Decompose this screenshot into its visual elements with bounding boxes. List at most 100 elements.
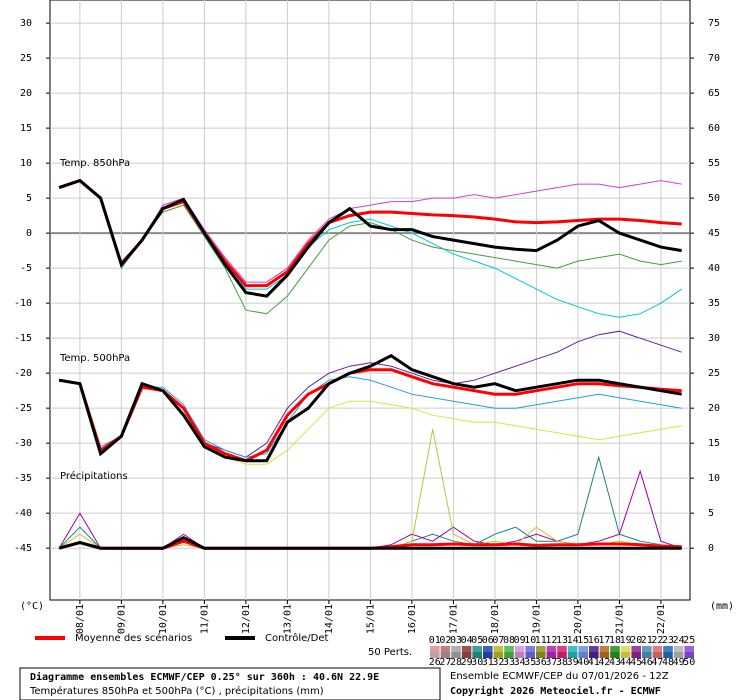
- pert-label: 14: [567, 635, 579, 646]
- panel-label: Précipitations: [60, 470, 128, 482]
- pert-swatch: [536, 652, 546, 658]
- footer-title: Diagramme ensembles ECMWF/CEP 0.25° sur …: [30, 671, 379, 683]
- y-tick-label: -30: [14, 438, 32, 449]
- pert-label: 37: [545, 657, 557, 668]
- pert-swatch: [610, 652, 620, 658]
- pert-label: 30: [471, 657, 483, 668]
- pert-label: 36: [535, 657, 547, 668]
- pert-label: 20: [630, 635, 642, 646]
- y2-tick-label: 50: [708, 193, 720, 204]
- y-tick-label: -20: [14, 368, 32, 379]
- footer-subtitle: Températures 850hPa et 500hPa (°C) , pré…: [29, 685, 324, 697]
- pert-swatch: [663, 646, 673, 652]
- pert-swatch: [461, 646, 472, 652]
- member-line: [58, 180, 682, 283]
- pert-swatch: [546, 652, 557, 658]
- x-tick-label: 17/01: [448, 604, 459, 634]
- pert-swatch: [557, 652, 567, 658]
- footer-box: [19, 667, 441, 700]
- y2-tick-label: 60: [708, 123, 720, 134]
- member-line: [58, 180, 682, 315]
- y2-tick-label: 65: [708, 88, 720, 99]
- pert-swatch: [652, 646, 663, 652]
- x-tick-label: 13/01: [282, 604, 293, 634]
- y2-axis-label: (mm): [710, 601, 734, 612]
- control-line: [58, 536, 682, 550]
- x-tick-label: 08/01: [75, 604, 86, 634]
- pert-swatch: [673, 652, 684, 658]
- pert-swatch: [620, 646, 631, 652]
- pert-label: 39: [567, 657, 579, 668]
- pert-swatch: [599, 652, 610, 658]
- pert-swatch: [430, 646, 440, 652]
- pert-swatch: [673, 646, 684, 652]
- pert-swatch: [504, 646, 514, 652]
- pert-label: 10: [524, 635, 536, 646]
- footer-run: Ensemble ECMWF/CEP du 07/01/2026 - 12Z: [450, 671, 669, 682]
- pert-swatch: [652, 652, 663, 658]
- control-line: [58, 353, 682, 463]
- y2-tick-label: 30: [708, 333, 720, 344]
- pert-label: 45: [630, 657, 642, 668]
- pert-swatch: [461, 652, 472, 658]
- pert-label: 22: [651, 635, 663, 646]
- footer-copyright: Copyright 2026 Meteociel.fr - ECMWF: [450, 685, 661, 697]
- pert-label: 46: [641, 657, 653, 668]
- y-tick-label: -25: [14, 403, 32, 414]
- pert-label: 05: [471, 635, 483, 646]
- pert-swatch: [483, 652, 493, 658]
- pert-swatch: [610, 646, 620, 652]
- x-tick-label: 21/01: [614, 604, 625, 634]
- x-tick-label: 09/01: [116, 604, 127, 634]
- pert-label: 04: [461, 635, 473, 646]
- y-tick-label: 20: [20, 88, 32, 99]
- y2-tick-label: 55: [708, 158, 720, 169]
- pert-swatch: [620, 652, 631, 658]
- y2-tick-label: 0: [708, 543, 714, 554]
- y-tick-label: -15: [14, 333, 32, 344]
- pert-swatch: [599, 646, 610, 652]
- y-tick-label: -35: [14, 473, 32, 484]
- y2-tick-label: 15: [708, 438, 720, 449]
- pert-swatch: [430, 652, 440, 658]
- pert-swatch: [684, 652, 694, 658]
- pert-label: 26: [429, 657, 441, 668]
- x-tick-label: 11/01: [199, 604, 210, 634]
- y-tick-label: 30: [20, 18, 32, 29]
- pert-swatch: [525, 646, 535, 652]
- pert-label: 07: [492, 635, 504, 646]
- pert-swatch: [525, 652, 535, 658]
- y-tick-label: 5: [26, 193, 32, 204]
- pert-label: 06: [482, 635, 494, 646]
- pert-swatch: [589, 652, 599, 658]
- pert-label: 28: [450, 657, 462, 668]
- y-tick-label: 0: [26, 228, 32, 239]
- x-tick-label: 15/01: [365, 604, 376, 634]
- legend-label: Moyenne des scénarios: [75, 632, 192, 644]
- x-tick-label: 22/01: [656, 604, 667, 634]
- y2-tick-label: 10: [708, 473, 720, 484]
- pert-label: 01: [429, 635, 441, 646]
- pert-label: 43: [609, 657, 621, 668]
- y2-tick-label: 75: [708, 18, 720, 29]
- pert-label: 34: [514, 657, 526, 668]
- pert-swatch: [567, 646, 578, 652]
- pert-label: 13: [556, 635, 568, 646]
- pert-swatch: [567, 652, 578, 658]
- y2-tick-label: 35: [708, 298, 720, 309]
- pert-label: 49: [673, 657, 685, 668]
- pert-label: 27: [439, 657, 451, 668]
- x-tick-label: 16/01: [407, 604, 418, 634]
- member-line: [59, 376, 682, 458]
- pert-label: 09: [514, 635, 526, 646]
- pert-label: 32: [492, 657, 504, 668]
- pert-label: 03: [450, 635, 462, 646]
- y2-tick-label: 45: [708, 228, 720, 239]
- pert-swatch: [440, 652, 451, 658]
- y-tick-label: 25: [20, 53, 32, 64]
- pert-swatch: [483, 646, 493, 652]
- pert-label: 41: [588, 657, 600, 668]
- pert-label: 23: [662, 635, 674, 646]
- pert-swatch: [631, 646, 641, 652]
